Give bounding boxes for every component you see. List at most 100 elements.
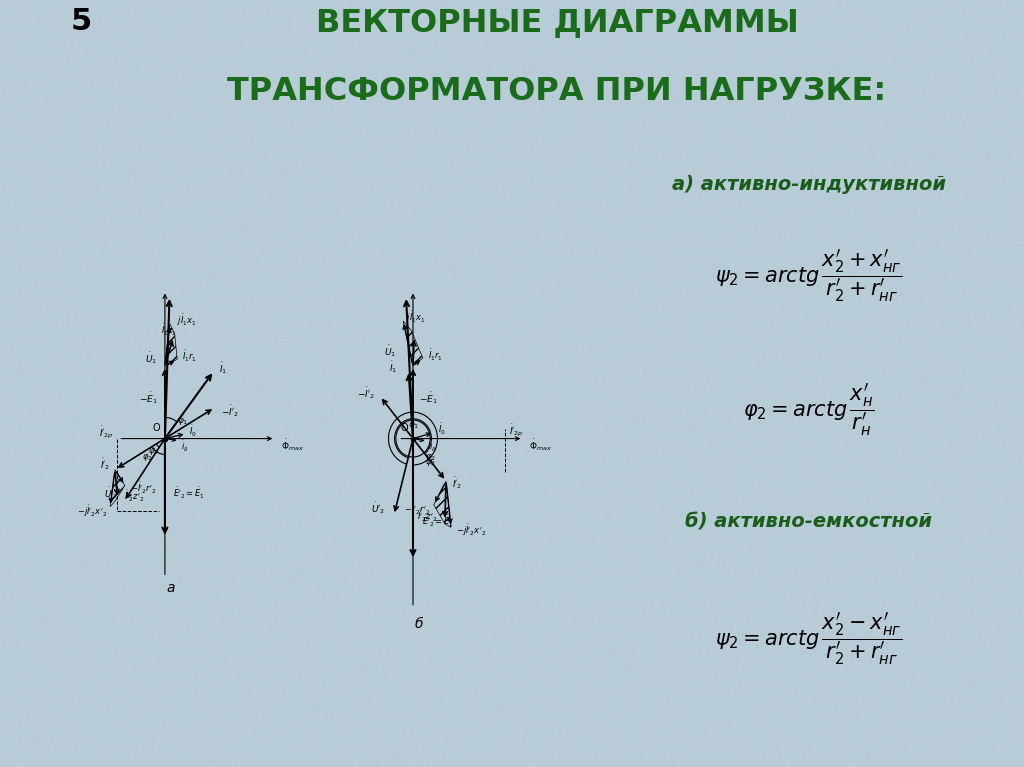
Point	[609, 362, 626, 374]
Point	[316, 91, 333, 104]
Point	[345, 699, 361, 711]
Point	[559, 18, 575, 31]
Point	[667, 505, 683, 518]
Point	[368, 364, 384, 376]
Point	[199, 760, 215, 767]
Point	[76, 667, 92, 680]
Point	[48, 696, 65, 708]
Point	[306, 463, 323, 476]
Point	[644, 693, 660, 705]
Point	[114, 431, 130, 443]
Point	[318, 538, 335, 551]
Point	[984, 318, 1000, 330]
Point	[518, 260, 535, 272]
Point	[991, 591, 1008, 603]
Point	[934, 529, 950, 542]
Point	[717, 760, 733, 767]
Point	[2, 400, 18, 412]
Point	[833, 643, 849, 655]
Point	[148, 74, 165, 86]
Point	[407, 755, 423, 767]
Point	[355, 74, 372, 86]
Point	[716, 555, 732, 568]
Point	[450, 217, 466, 229]
Point	[922, 131, 938, 143]
Point	[497, 430, 513, 442]
Point	[809, 546, 825, 558]
Point	[817, 749, 834, 762]
Point	[420, 261, 436, 273]
Point	[426, 500, 442, 512]
Point	[594, 403, 610, 415]
Point	[246, 404, 262, 416]
Point	[61, 456, 78, 468]
Point	[571, 655, 588, 667]
Point	[276, 16, 293, 28]
Point	[85, 428, 101, 440]
Point	[894, 41, 910, 53]
Point	[483, 592, 500, 604]
Point	[968, 30, 984, 42]
Point	[115, 338, 131, 351]
Point	[896, 508, 912, 520]
Point	[51, 180, 68, 193]
Point	[303, 757, 319, 767]
Point	[459, 507, 475, 519]
Point	[223, 175, 240, 187]
Point	[599, 673, 615, 686]
Point	[459, 584, 475, 597]
Point	[649, 614, 666, 627]
Point	[829, 405, 846, 417]
Point	[325, 596, 341, 608]
Point	[371, 463, 387, 476]
Point	[485, 43, 502, 55]
Point	[561, 258, 578, 270]
Point	[110, 422, 126, 434]
Point	[623, 407, 639, 419]
Point	[205, 453, 221, 466]
Point	[583, 723, 599, 736]
Point	[310, 701, 327, 713]
Point	[621, 134, 637, 146]
Point	[312, 628, 329, 640]
Point	[536, 718, 552, 730]
Point	[772, 94, 788, 107]
Point	[76, 565, 92, 578]
Point	[67, 448, 83, 460]
Point	[650, 344, 667, 356]
Point	[116, 729, 132, 742]
Point	[705, 571, 721, 583]
Point	[964, 342, 980, 354]
Point	[954, 438, 971, 450]
Point	[108, 691, 124, 703]
Point	[313, 681, 330, 693]
Point	[157, 8, 173, 20]
Point	[812, 604, 828, 616]
Point	[450, 134, 466, 146]
Point	[694, 170, 711, 182]
Point	[293, 755, 309, 767]
Point	[538, 68, 554, 81]
Point	[876, 100, 892, 113]
Point	[432, 124, 449, 137]
Point	[676, 753, 692, 765]
Point	[396, 525, 413, 538]
Point	[156, 617, 172, 630]
Point	[655, 419, 672, 431]
Point	[820, 604, 837, 617]
Point	[489, 703, 506, 716]
Point	[883, 258, 899, 271]
Point	[585, 415, 601, 427]
Point	[455, 331, 471, 343]
Point	[140, 682, 157, 694]
Point	[969, 242, 985, 254]
Point	[655, 676, 672, 689]
Point	[173, 644, 189, 656]
Point	[713, 192, 729, 204]
Point	[115, 16, 131, 28]
Point	[760, 240, 776, 252]
Point	[681, 177, 697, 189]
Point	[402, 548, 419, 561]
Point	[376, 417, 392, 430]
Point	[280, 592, 296, 604]
